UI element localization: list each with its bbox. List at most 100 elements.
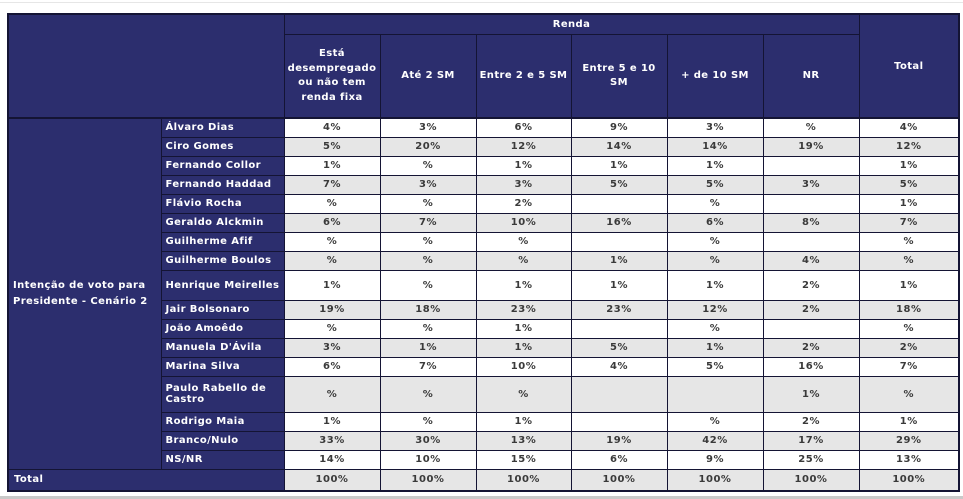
value-cell: 14% <box>570 136 668 157</box>
value-cell: 23% <box>570 299 668 320</box>
value-cell: 12% <box>475 136 572 157</box>
total-value-cell: 100% <box>666 468 764 492</box>
table-row: Guilherme Boulos%%% 1%% 4%% <box>8 250 960 271</box>
value-cell: 1% <box>475 411 572 432</box>
value-cell <box>570 411 668 432</box>
value-cell: 1% <box>475 155 572 176</box>
candidate-name: Álvaro Dias <box>160 117 285 138</box>
value-cell: 7% <box>379 212 477 233</box>
value-cell: 14% <box>283 449 381 470</box>
candidate-name: NS/NR <box>160 449 285 470</box>
value-cell: 20% <box>379 136 477 157</box>
total-value-cell: 100% <box>762 468 860 492</box>
value-cell: 2% <box>762 269 860 301</box>
table-row: Ciro Gomes 5% 20% 12% 14% 14% 19% 12% <box>8 136 960 157</box>
value-cell: 33% <box>283 430 381 451</box>
value-cell: % <box>666 250 764 271</box>
value-cell <box>762 231 860 252</box>
corner-cell <box>7 13 285 119</box>
value-cell <box>762 155 860 176</box>
value-cell: % <box>858 318 960 339</box>
value-cell: 1% <box>570 250 668 271</box>
value-cell: 1% <box>283 269 381 301</box>
value-cell: % <box>475 375 572 413</box>
value-cell: 14% <box>666 136 764 157</box>
value-cell: % <box>283 250 381 271</box>
value-cell: 1% <box>283 411 381 432</box>
income-column-header: + de 10 SM <box>666 34 764 119</box>
value-cell: 1% <box>858 193 960 214</box>
value-cell: 2% <box>858 337 960 358</box>
value-cell: 1% <box>666 155 764 176</box>
table-row: Jair Bolsonaro 19% 18% 23% 23% 12% 2% 18% <box>8 299 960 320</box>
value-cell: % <box>379 193 477 214</box>
value-cell: 30% <box>379 430 477 451</box>
value-cell: 29% <box>858 430 960 451</box>
value-cell <box>570 375 668 413</box>
total-value-cell: 100% <box>570 468 668 492</box>
value-cell: 16% <box>570 212 668 233</box>
table-row: NS/NR 14% 10% 15% 6% 9% 25% 13% <box>8 449 960 470</box>
value-cell: 1% <box>379 337 477 358</box>
candidate-name: Jair Bolsonaro <box>160 299 285 320</box>
value-cell: % <box>379 269 477 301</box>
value-cell: 16% <box>762 356 860 377</box>
value-cell: % <box>858 231 960 252</box>
candidate-name: Henrique Meirelles <box>160 269 285 301</box>
value-cell: 25% <box>762 449 860 470</box>
value-cell: % <box>858 375 960 413</box>
value-cell <box>570 193 668 214</box>
value-cell: % <box>283 193 381 214</box>
value-cell: 4% <box>858 117 960 138</box>
value-cell: % <box>379 231 477 252</box>
candidate-name: Ciro Gomes <box>160 136 285 157</box>
value-cell <box>762 318 860 339</box>
value-cell: 6% <box>570 449 668 470</box>
value-cell: 19% <box>570 430 668 451</box>
candidate-name: João Amoêdo <box>160 318 285 339</box>
table-row: Marina Silva 6% 7% 10% 4% 5% 16% 7% <box>8 356 960 377</box>
value-cell <box>666 375 764 413</box>
value-cell: 1% <box>666 269 764 301</box>
income-column-header: Entre 2 e 5 SM <box>475 34 572 119</box>
total-row-label: Total <box>7 468 285 492</box>
table-row: João Amoêdo%% 1%%% <box>8 318 960 339</box>
value-cell: 18% <box>379 299 477 320</box>
value-cell: 3% <box>379 117 477 138</box>
candidate-name: Manuela D'Ávila <box>160 337 285 358</box>
page-top-divider <box>0 2 963 3</box>
value-cell: 5% <box>858 174 960 195</box>
value-cell: 1% <box>475 337 572 358</box>
value-cell: 3% <box>762 174 860 195</box>
value-cell: 19% <box>283 299 381 320</box>
value-cell: 5% <box>570 337 668 358</box>
candidate-name: Geraldo Alckmin <box>160 212 285 233</box>
value-cell: 10% <box>379 449 477 470</box>
value-cell: 5% <box>283 136 381 157</box>
candidate-name: Guilherme Afif <box>160 231 285 252</box>
income-column-header: NR <box>762 34 860 119</box>
income-column-header: Até 2 SM <box>379 34 477 119</box>
value-cell: 23% <box>475 299 572 320</box>
value-cell: 7% <box>858 356 960 377</box>
value-cell: % <box>283 231 381 252</box>
candidate-rows: Intenção de voto para Presidente - Cenár… <box>7 117 960 470</box>
total-row: Total 100% 100% 100% 100% 100% 100% 100% <box>7 468 960 492</box>
value-cell: % <box>475 250 572 271</box>
value-cell: 3% <box>379 174 477 195</box>
value-cell: % <box>379 411 477 432</box>
table-row: Flávio Rocha%% 2%% 1% <box>8 193 960 214</box>
value-cell: 4% <box>283 117 381 138</box>
value-cell: 3% <box>283 337 381 358</box>
value-cell: % <box>475 231 572 252</box>
value-cell: 1% <box>666 337 764 358</box>
value-cell: 10% <box>475 356 572 377</box>
value-cell: 18% <box>858 299 960 320</box>
total-value-cell: 100% <box>379 468 477 492</box>
crosstab-table: Renda Total Está desempregado ou não tem… <box>7 13 961 492</box>
value-cell: 13% <box>858 449 960 470</box>
candidate-name: Branco/Nulo <box>160 430 285 451</box>
table-row: Manuela D'Ávila 3% 1% 1% 5% 1% 2% 2% <box>8 337 960 358</box>
income-header-row: Está desempregado ou não tem renda fixa A… <box>8 34 959 119</box>
